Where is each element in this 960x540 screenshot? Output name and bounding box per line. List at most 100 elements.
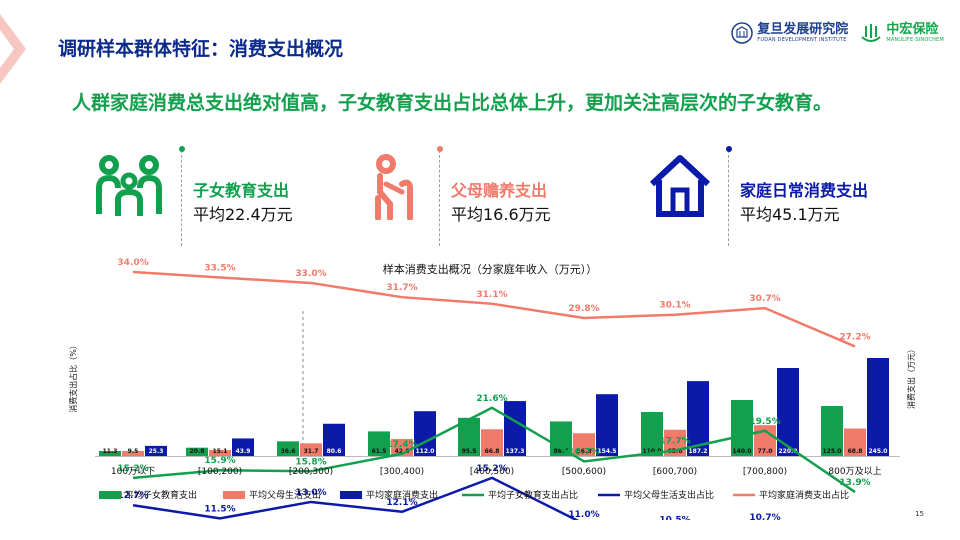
bar-data-label: 137.3 (506, 448, 525, 455)
bar-data-label: 86.4 (554, 448, 569, 455)
bar-data-label: 245.0 (869, 448, 888, 455)
bar (550, 421, 572, 456)
line-data-label: 27.2% (839, 332, 870, 342)
x-tick-label: [400,500) (470, 467, 514, 477)
bar (232, 438, 254, 456)
line-series (132, 476, 580, 520)
stat-household: 家庭日常消费支出 平均45.1万元 (726, 146, 928, 246)
line-data-label: 13.0% (295, 488, 326, 498)
bar-data-label: 110.0 (643, 448, 662, 455)
line-series (132, 270, 856, 348)
legend-label: 平均家庭消费支出 (366, 489, 438, 501)
chart-title: 样本消费支出概况（分家庭年收入（万元）） (383, 262, 598, 276)
line-data-label: 16.7% (568, 447, 599, 457)
line-data-label: 21.6% (476, 394, 507, 404)
stat-divider (179, 146, 185, 246)
fudan-logo-sub: FUDAN DEVELOPMENT INSTITUTE (757, 37, 847, 43)
stat-value: 平均22.4万元 (193, 205, 293, 224)
legend-label: 平均子女教育支出 (125, 489, 197, 501)
line-data-label: 31.7% (386, 283, 417, 293)
bar-data-label: 77.0 (758, 448, 773, 455)
line-data-label: 10.7% (749, 513, 780, 520)
bar (573, 433, 595, 456)
line-data-label: 30.7% (749, 294, 780, 304)
legend-swatch (340, 491, 362, 499)
stat-value: 平均45.1万元 (740, 205, 840, 224)
bar-data-label: 187.2 (689, 448, 708, 455)
chevron-decoration-icon (0, 14, 26, 84)
manulife-logo-name: 中宏保险 (886, 22, 939, 37)
bar (844, 428, 866, 456)
manulife-emblem-icon (861, 24, 881, 42)
bar (186, 447, 208, 456)
bar-data-label: 68.8 (848, 448, 863, 455)
page-title: 调研样本群体特征：消费支出概况 (58, 38, 344, 60)
bar (368, 431, 390, 456)
bar (821, 406, 843, 456)
stat-label: 家庭日常消费支出 (740, 181, 869, 200)
bar (323, 423, 345, 456)
bar (867, 358, 889, 456)
line-data-label: 11.0% (568, 510, 599, 520)
bar-data-label: 125.0 (823, 448, 842, 455)
bar (145, 445, 167, 456)
line-data-label: 33.5% (204, 263, 235, 273)
bar (731, 400, 753, 456)
line-data-label: 17.4% (386, 440, 417, 450)
fudan-emblem-icon (731, 22, 754, 44)
y-axis-right-label: 消费支出（万元） (906, 345, 916, 409)
line-data-label: 29.8% (568, 304, 599, 314)
bar-data-label: 36.6 (281, 448, 296, 455)
bar-data-label: 112.0 (416, 448, 435, 455)
x-tick-label: [700,800) (743, 467, 787, 477)
line-data-label: 10.5% (659, 515, 690, 520)
bar (277, 441, 299, 456)
house-icon (649, 155, 711, 217)
stat-divider (726, 146, 732, 246)
stat-parents: 父母赡养支出 平均16.6万元 (437, 146, 619, 246)
stat-label: 子女教育支出 (193, 181, 290, 200)
bar-data-label: 220.0 (779, 448, 798, 455)
bar (122, 451, 144, 456)
line-data-label: 12.1% (386, 498, 417, 508)
bar-data-label: 140.0 (733, 448, 752, 455)
fudan-logo: 复旦发展研究院 FUDAN DEVELOPMENT INSTITUTE (731, 22, 848, 44)
legend-swatch (223, 491, 245, 499)
bar-data-label: 61.5 (372, 448, 387, 455)
x-tick-label: [500,600) (562, 467, 606, 477)
bar-data-label: 66.8 (485, 448, 500, 455)
x-tick-label: 800万及以上 (828, 466, 881, 477)
stat-value: 平均16.6万元 (451, 205, 551, 224)
manulife-logo: 中宏保险 MANULIFE-SINOCHEM (860, 23, 944, 43)
bar (99, 451, 121, 456)
bar-data-label: 25.3 (149, 448, 164, 455)
bar-data-label: 15.1 (213, 448, 228, 455)
line-data-label: 34.0% (117, 258, 148, 268)
legend-label: 平均父母生活支出 (249, 489, 321, 501)
stat-divider (437, 146, 443, 246)
line-data-label: 15.2% (117, 464, 148, 474)
family-children-icon (96, 155, 162, 216)
line-data-label: 17.7% (659, 436, 690, 446)
stat-dot (179, 146, 185, 152)
line-data-label: 15.2% (476, 464, 507, 474)
elderly-support-icon (375, 154, 413, 220)
stat-dot (437, 146, 443, 152)
x-tick-label: [300,400) (380, 467, 424, 477)
bar-data-label: 80.6 (327, 448, 342, 455)
bar (777, 368, 799, 456)
bar (481, 429, 503, 456)
bar-data-label: 56.8 (577, 448, 592, 455)
consumption-chart: 样本消费支出概况（分家庭年收入（万元）） 消费支出占比（%） 消费支出（万元） 11.… (68, 258, 916, 520)
x-tick-label: [600,700) (653, 467, 697, 477)
bar-data-label: 154.5 (598, 448, 617, 455)
page-number: 15 (915, 510, 924, 518)
stat-label: 父母赡养支出 (451, 181, 548, 200)
bar (687, 381, 709, 456)
line-data-label: 33.0% (295, 269, 326, 279)
line-data-label: 30.1% (659, 301, 690, 311)
stat-dot (726, 146, 732, 152)
line-data-label: 13.9% (839, 478, 870, 488)
bar (504, 401, 526, 456)
x-tick-label: [200,300) (289, 467, 333, 477)
